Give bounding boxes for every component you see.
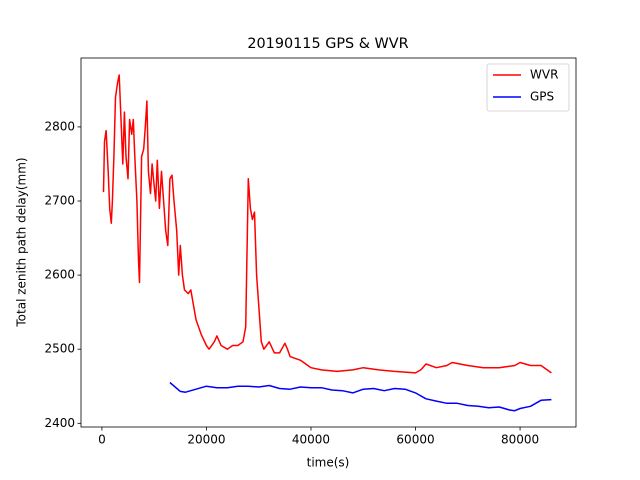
y-tick-label: 2600 — [44, 268, 75, 282]
legend-label: WVR — [530, 68, 558, 82]
x-tick-label: 80000 — [501, 433, 539, 447]
plot-frame — [80, 57, 577, 428]
y-axis-label: Total zenith path delay(mm) — [15, 157, 29, 327]
x-tick-label: 20000 — [187, 433, 225, 447]
legend-label: GPS — [530, 90, 554, 104]
y-tick-label: 2400 — [44, 416, 75, 430]
chart-title: 20190115 GPS & WVR — [247, 36, 408, 52]
line-series — [102, 74, 552, 374]
y-tick-label: 2700 — [44, 194, 75, 208]
x-axis-label: time(s) — [307, 456, 350, 470]
line-series — [169, 381, 552, 412]
y-tick-label: 2500 — [44, 342, 75, 356]
x-tick-label: 0 — [98, 433, 106, 447]
x-tick-label: 60000 — [396, 433, 434, 447]
y-tick-label: 2800 — [44, 119, 75, 133]
x-tick-label: 40000 — [292, 433, 330, 447]
